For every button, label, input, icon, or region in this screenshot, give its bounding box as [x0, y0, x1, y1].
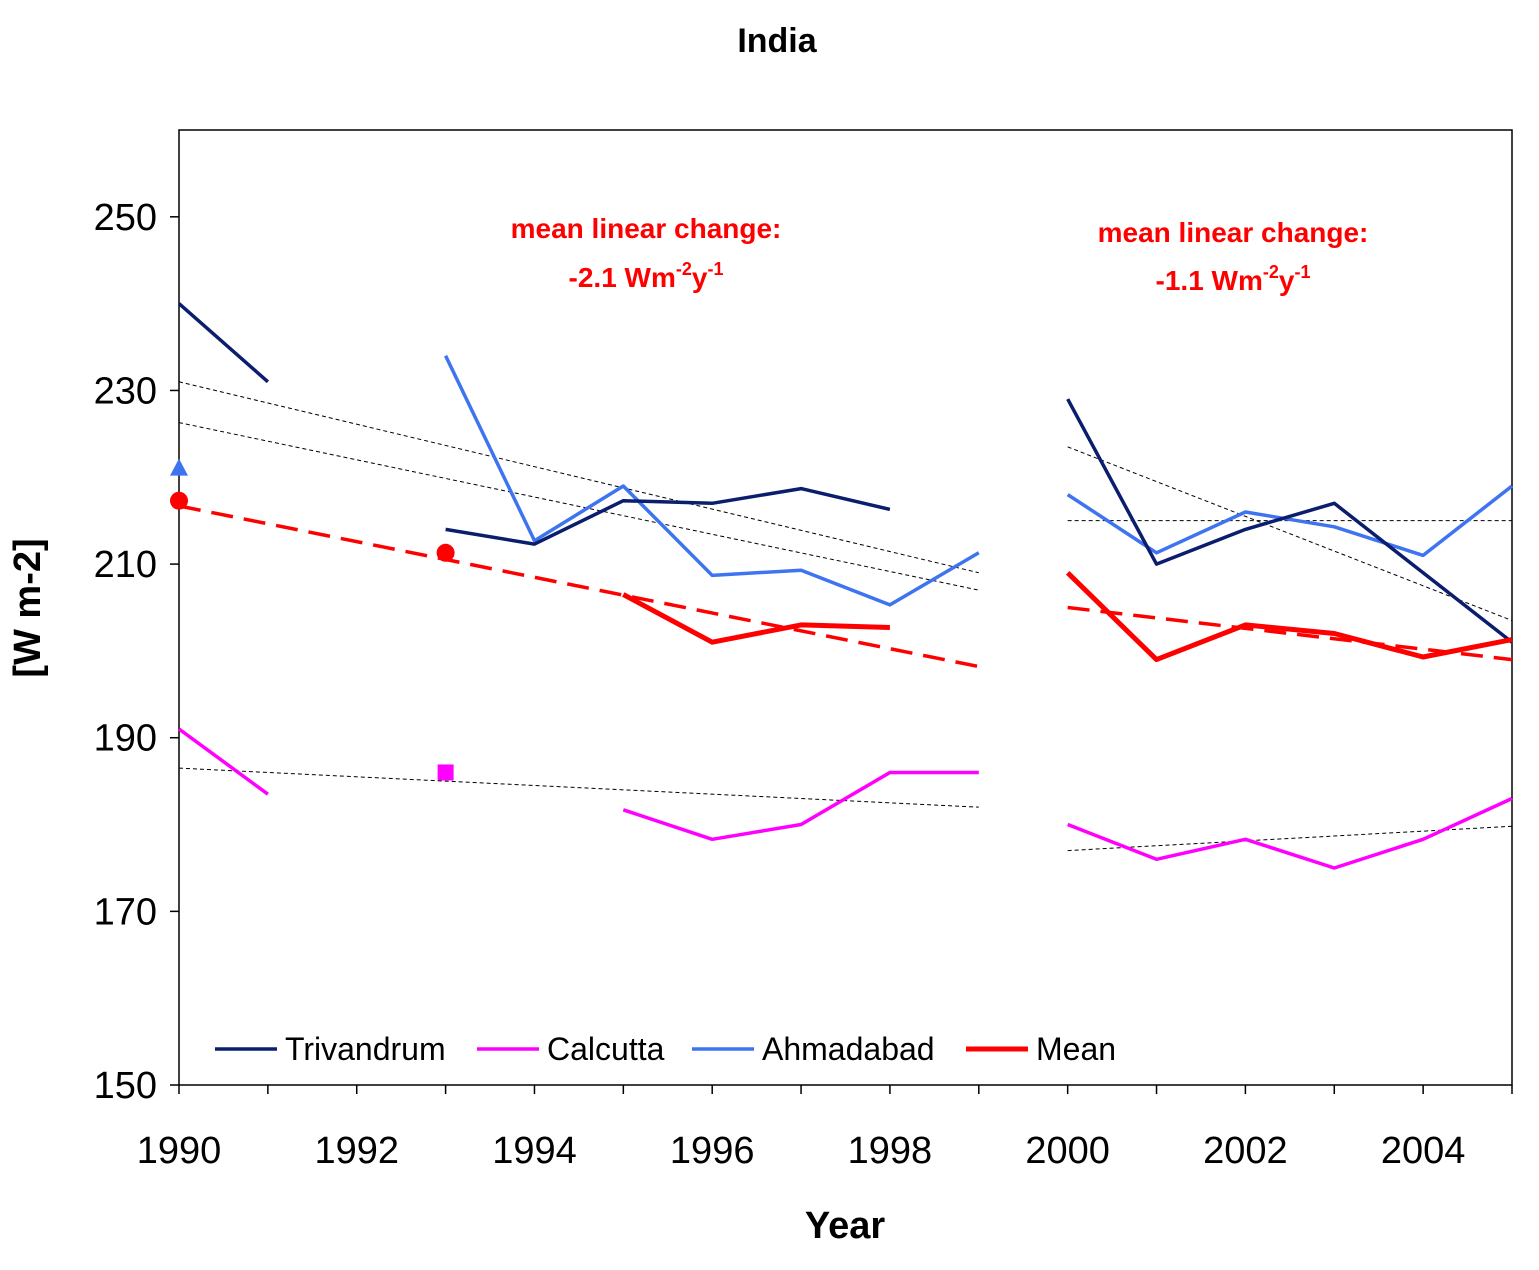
annotation-title: mean linear change:	[511, 213, 782, 244]
y-tick-label: 230	[94, 370, 157, 412]
data-markers	[170, 458, 455, 781]
series-line-calcutta	[1067, 796, 1513, 870]
y-tick-label: 210	[94, 544, 157, 586]
y-tick-label: 150	[94, 1065, 157, 1107]
legend-label-mean: Mean	[1036, 1031, 1116, 1067]
y-tick-label: 190	[94, 718, 157, 760]
x-tick-label: 1992	[314, 1130, 399, 1172]
x-tick-label: 2004	[1381, 1130, 1466, 1172]
annotation-exponent: -1	[1294, 262, 1310, 282]
station-trend-line	[178, 767, 979, 808]
y-tick-label: 250	[94, 197, 157, 239]
y-axis: 150 170 190 210 230 250	[94, 197, 179, 1107]
x-tick-label: 2000	[1025, 1130, 1110, 1172]
x-axis-title: Year	[805, 1205, 886, 1247]
series-line-trivandrum	[1066, 398, 1514, 644]
annotation-number: -2.1 Wm	[569, 262, 676, 293]
trend-lines	[178, 381, 1513, 852]
annotation-exponent: -1	[707, 259, 723, 279]
plot-area	[178, 129, 1513, 1086]
legend-label-ahmadabad: Ahmadabad	[762, 1031, 935, 1067]
annotation-value: -1.1 Wm-2y-1	[1156, 262, 1311, 296]
annotation-unit: y	[692, 262, 708, 293]
series-line-mean	[622, 592, 890, 645]
annotation-title: mean linear change:	[1098, 217, 1369, 248]
x-tick-label: 1990	[137, 1130, 222, 1172]
marker-mean	[436, 543, 455, 562]
x-tick-label: 1994	[492, 1130, 577, 1172]
x-tick-label: 1998	[848, 1130, 933, 1172]
x-tick-label: 1996	[670, 1130, 755, 1172]
marker-ahmadabad	[170, 458, 188, 476]
annotation-exponent: -2	[1263, 262, 1279, 282]
x-axis: 1990 1992 1994 1996 1998 2000 2002 2004	[137, 1085, 1513, 1172]
station-trend-line	[1067, 446, 1513, 621]
chart-title: India	[737, 22, 817, 60]
legend: Trivandrum Calcutta Ahmadabad Mean	[215, 1031, 1116, 1067]
series-line-ahmadabad	[444, 354, 980, 607]
y-axis-title: [W m-2]	[7, 538, 49, 677]
series-line-calcutta	[622, 770, 979, 842]
legend-label-calcutta: Calcutta	[547, 1031, 665, 1067]
series-line-trivandrum	[177, 302, 270, 384]
x-tick-label: 2002	[1203, 1130, 1288, 1172]
mean-trend-line	[1067, 605, 1513, 662]
station-trend-line	[178, 422, 979, 591]
series-line-trivandrum	[445, 486, 891, 546]
marker-mean	[170, 491, 188, 510]
annotation-exponent: -2	[676, 259, 692, 279]
annotation-value: -2.1 Wm-2y-1	[569, 259, 724, 293]
series-line-mean	[1065, 571, 1513, 663]
annotation-unit: y	[1279, 265, 1295, 296]
mean-trend-line	[178, 504, 980, 669]
data-series	[177, 302, 1514, 870]
station-trend-line	[178, 381, 979, 574]
marker-calcutta	[437, 764, 454, 781]
annotation-number: -1.1 Wm	[1156, 265, 1263, 296]
y-tick-label: 170	[94, 891, 157, 933]
series-line-ahmadabad	[1066, 484, 1514, 558]
legend-label-trivandrum: Trivandrum	[285, 1031, 446, 1067]
series-line-calcutta	[177, 727, 269, 796]
